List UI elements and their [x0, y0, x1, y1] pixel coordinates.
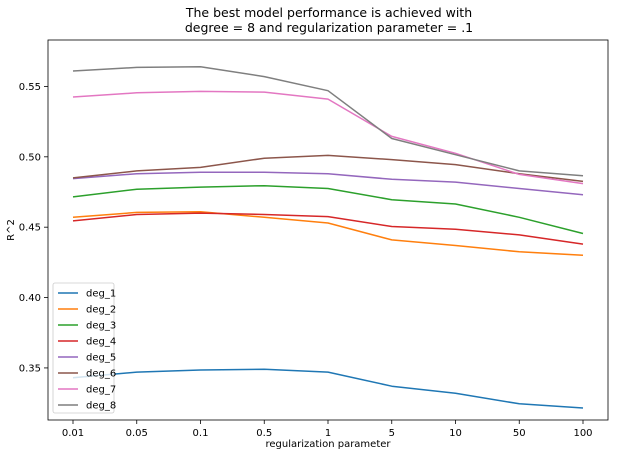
- legend-label-deg-7: deg_7: [86, 385, 116, 396]
- x-tick-label: 100: [573, 428, 592, 439]
- legend: deg_1 deg_2 deg_3 deg_4 deg_5 deg_6 deg_7 deg_8: [52, 282, 116, 414]
- legend-label-deg-8: deg_8: [86, 401, 116, 412]
- legend-label-deg-1: deg_1: [86, 289, 116, 300]
- series-line-deg-8: [72, 65, 584, 177]
- y-axis-label: R^2: [6, 219, 17, 241]
- series-line-deg-3: [72, 184, 584, 235]
- legend-label-deg-3: deg_3: [86, 321, 116, 332]
- x-tick-label: 0.05: [126, 428, 148, 439]
- x-axis-ticks: 0.01 0.05 0.1 0.5 1 5 10 50 100: [62, 420, 593, 439]
- legend-label-deg-5: deg_5: [86, 353, 116, 364]
- legend-label-deg-4: deg_4: [86, 337, 116, 348]
- series-line-deg-2: [72, 210, 584, 257]
- y-tick-label: 0.45: [19, 223, 41, 234]
- x-tick-label: 10: [449, 428, 462, 439]
- y-tick-label: 0.40: [19, 293, 41, 304]
- y-tick-label: 0.50: [19, 152, 41, 163]
- chart-title-line-2: degree = 8 and regularization parameter …: [185, 20, 473, 35]
- series-line-deg-7: [72, 90, 584, 185]
- series-lines: [72, 65, 584, 409]
- x-tick-label: 50: [513, 428, 526, 439]
- series-line-deg-1: [72, 368, 584, 409]
- chart-title-line-1: The best model performance is achieved w…: [185, 5, 472, 20]
- y-tick-label: 0.55: [19, 82, 41, 93]
- legend-box: [52, 282, 115, 414]
- plot-area-frame: [47, 39, 609, 421]
- x-tick-label: 0.5: [256, 428, 272, 439]
- series-line-deg-5: [72, 171, 584, 196]
- legend-label-deg-2: deg_2: [86, 305, 116, 316]
- legend-items: deg_1 deg_2 deg_3 deg_4 deg_5 deg_6 deg_7 deg_8: [58, 289, 116, 412]
- series-line-deg-6: [72, 154, 584, 183]
- y-tick-label: 0.35: [19, 363, 41, 374]
- x-tick-label: 1: [325, 428, 331, 439]
- y-axis-ticks: 0.35 0.40 0.45 0.50 0.55: [19, 82, 48, 374]
- legend-label-deg-6: deg_6: [86, 369, 116, 380]
- x-tick-label: 0.01: [62, 428, 84, 439]
- series-line-deg-4: [72, 212, 584, 245]
- x-tick-label: 0.1: [193, 428, 209, 439]
- x-tick-label: 5: [389, 428, 395, 439]
- x-axis-label: regularization parameter: [265, 439, 391, 450]
